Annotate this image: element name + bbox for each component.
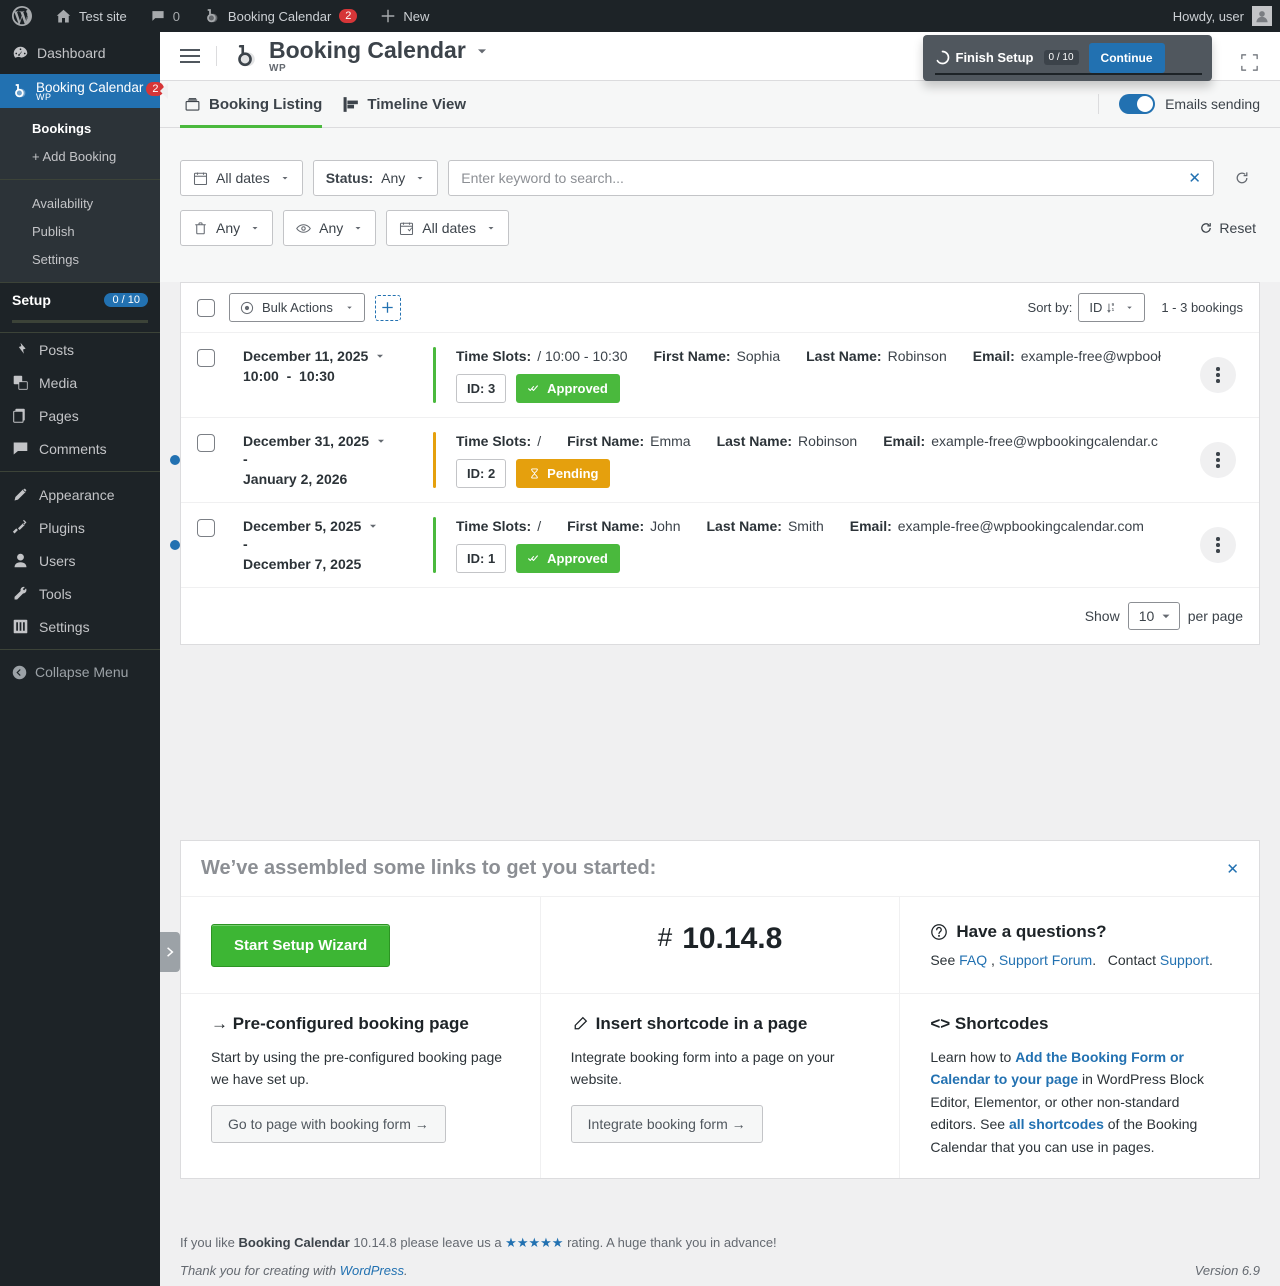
svg-text:1: 1: [1112, 307, 1115, 312]
